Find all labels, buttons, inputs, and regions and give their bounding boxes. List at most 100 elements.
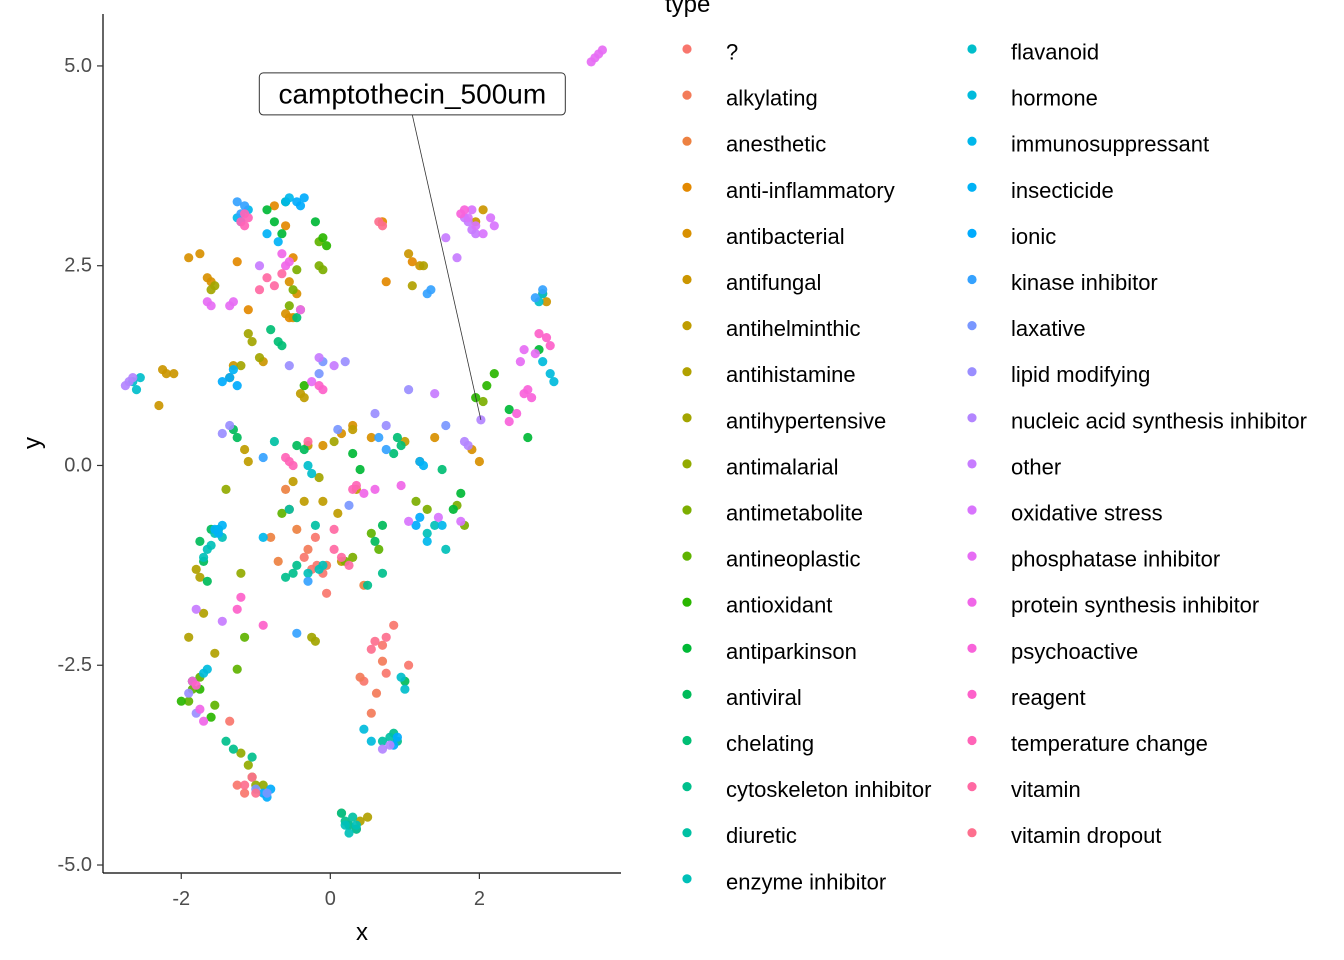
data-point <box>430 520 440 531</box>
data-point <box>377 640 388 650</box>
data-point <box>381 420 391 431</box>
data-point <box>314 353 324 363</box>
data-point <box>213 528 224 539</box>
data-point <box>441 544 451 555</box>
data-point <box>437 464 447 475</box>
data-point <box>210 700 220 710</box>
data-point <box>217 616 227 626</box>
data-point <box>202 544 212 555</box>
data-point <box>310 520 320 531</box>
data-point <box>254 285 265 295</box>
data-point <box>202 576 212 586</box>
data-point <box>217 520 227 531</box>
data-point <box>348 424 358 435</box>
data-point <box>299 496 309 506</box>
data-point <box>538 285 548 295</box>
data-point <box>258 532 268 543</box>
data-point <box>318 265 328 275</box>
y-tick-label: 5.0 <box>64 55 92 77</box>
legend-key <box>682 459 692 469</box>
y-ticks: -5.0 -2.5 0.0 2.5 5.0 <box>58 55 103 876</box>
data-point <box>269 201 279 211</box>
data-point <box>389 620 399 630</box>
data-point <box>441 420 451 431</box>
legend-key <box>682 505 692 515</box>
data-point <box>284 504 294 514</box>
data-point <box>299 393 309 403</box>
legend-item: flavanoid <box>967 40 1099 65</box>
legend-label: laxative <box>1011 316 1086 341</box>
data-point <box>135 373 145 383</box>
data-point <box>370 408 380 419</box>
legend-item: diuretic <box>682 823 797 848</box>
data-point <box>243 305 253 315</box>
data-point <box>482 381 492 391</box>
data-point <box>541 297 552 307</box>
data-point <box>199 716 209 726</box>
legend-label: immunosuppressant <box>1011 132 1209 157</box>
legend-key <box>967 643 977 653</box>
data-point <box>527 393 537 403</box>
data-point <box>232 780 242 790</box>
data-point <box>422 528 432 539</box>
data-point <box>433 512 443 523</box>
legend-item: lipid modifying <box>967 362 1150 387</box>
data-point <box>288 285 298 295</box>
data-point <box>359 724 369 734</box>
data-point <box>318 385 328 395</box>
data-point <box>374 544 384 555</box>
legend-item: phosphatase inhibitor <box>967 547 1220 572</box>
data-point <box>333 508 343 518</box>
data-point <box>269 217 279 227</box>
data-point <box>243 329 253 339</box>
legend-key <box>682 182 692 192</box>
legend-item: other <box>967 454 1061 479</box>
data-point <box>210 648 220 658</box>
legend-item: enzyme inhibitor <box>682 869 886 894</box>
data-point <box>478 229 488 239</box>
series-31 <box>195 249 406 726</box>
legend-label: anesthetic <box>726 132 826 157</box>
series-34 <box>236 209 361 494</box>
legend-label: cytoskeleton inhibitor <box>726 777 931 802</box>
data-point <box>262 788 272 798</box>
data-point <box>452 253 462 263</box>
data-point <box>236 592 246 602</box>
legend-key <box>967 274 977 285</box>
data-point <box>281 572 291 582</box>
data-point <box>534 329 544 339</box>
legend-label: psychoactive <box>1011 639 1138 664</box>
data-point <box>318 440 328 451</box>
data-point <box>240 788 250 798</box>
data-point <box>411 496 421 506</box>
legend-key <box>682 228 692 238</box>
data-point <box>411 520 421 531</box>
legend-key <box>967 828 977 838</box>
series-17 <box>269 436 395 834</box>
data-point <box>541 333 552 343</box>
data-point <box>355 672 365 682</box>
legend-item: ionic <box>967 224 1056 249</box>
annotation-leader-line <box>411 114 482 421</box>
data-point <box>307 377 317 387</box>
data-point <box>392 732 402 742</box>
legend-label: insecticide <box>1011 178 1114 203</box>
data-point <box>474 456 484 467</box>
data-point <box>284 277 294 287</box>
data-point <box>545 341 555 351</box>
data-point <box>191 680 201 690</box>
data-point <box>292 313 302 323</box>
data-point <box>471 221 481 231</box>
data-point <box>295 201 306 211</box>
series-36 <box>240 217 391 798</box>
legend-item: reagent <box>967 685 1086 710</box>
data-point <box>471 229 481 239</box>
data-point <box>418 261 429 271</box>
data-point <box>426 285 436 295</box>
data-point <box>251 788 261 798</box>
data-point <box>281 309 291 319</box>
legend-key <box>682 136 692 146</box>
data-point <box>184 696 194 706</box>
legend-key <box>967 90 977 100</box>
data-point <box>284 361 294 371</box>
